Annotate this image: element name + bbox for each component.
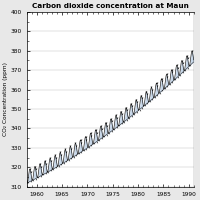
Y-axis label: CO₂ Concentration (ppm): CO₂ Concentration (ppm)	[3, 62, 8, 136]
Title: Carbon dioxide concentration at Maun: Carbon dioxide concentration at Maun	[32, 3, 189, 9]
